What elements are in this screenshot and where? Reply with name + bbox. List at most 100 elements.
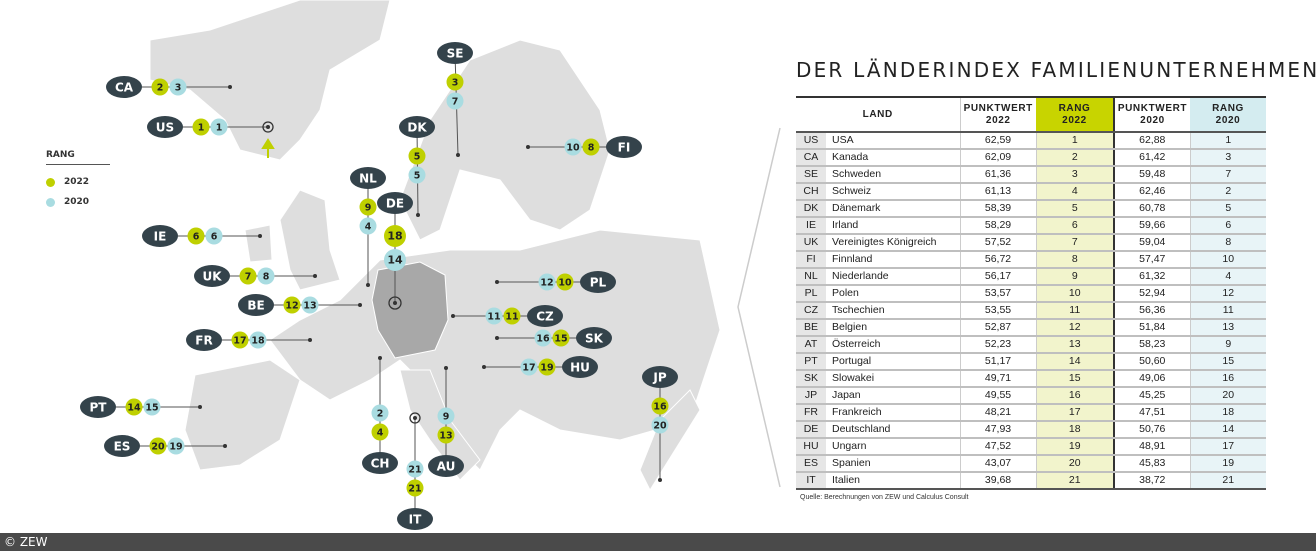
location-dot: [456, 153, 460, 157]
rank-circle-r2022: [371, 423, 389, 441]
location-dot: [416, 213, 420, 217]
score-2020: 48,91: [1113, 438, 1190, 456]
rank-label-r2022: 18: [387, 230, 402, 243]
rank-label-r2020: 9: [443, 412, 450, 423]
rank-label-r2022: 11: [505, 312, 518, 323]
score-2022: 62,09: [959, 149, 1036, 167]
col-year: 2022: [1062, 114, 1087, 126]
score-2022: 53,55: [959, 302, 1036, 320]
rank-circle-r2020: [249, 331, 267, 349]
score-2022: 61,13: [959, 183, 1036, 201]
score-2020: 50,60: [1113, 353, 1190, 371]
country-name: Tschechien: [826, 302, 960, 320]
score-2022: 49,71: [959, 370, 1036, 388]
country-code: AT: [796, 336, 826, 354]
rank-2020: 17: [1189, 438, 1266, 456]
location-dot: [444, 366, 448, 370]
map-land: [149, 0, 721, 492]
legend-label: 2020: [64, 197, 90, 207]
score-2022: 51,17: [959, 353, 1036, 371]
col-title: RANG: [1212, 102, 1244, 114]
rank-2022: 15: [1035, 370, 1114, 388]
rank-label-r2020: 13: [303, 301, 316, 312]
rank-label-r2022: 17: [233, 336, 246, 347]
rank-2020: 15: [1189, 353, 1266, 371]
country-code-label: IE: [154, 230, 167, 244]
table-row: DE Deutschland 47,93 18 50,76 14: [796, 421, 1266, 439]
country-pill: [437, 42, 473, 64]
country-pill: [350, 167, 386, 189]
rank-2020: 1: [1189, 132, 1266, 150]
rank-label-r2020: 6: [211, 232, 218, 243]
rank-circle-r2022: [239, 267, 257, 285]
rank-circle-r2020: [210, 118, 228, 136]
rank-circle-r2020: [257, 267, 275, 285]
location-dot: [526, 145, 530, 149]
table-row: NL Niederlande 56,17 9 61,32 4: [796, 268, 1266, 286]
rank-2022: 9: [1035, 268, 1114, 286]
rank-circle-r2020: [169, 78, 187, 96]
rank-label-r2022: 2: [157, 83, 164, 94]
country-code: DK: [796, 200, 826, 218]
table-row: SE Schweden 61,36 3 59,48 7: [796, 166, 1266, 184]
country-code: CZ: [796, 302, 826, 320]
rank-circle-r2020: [301, 296, 319, 314]
score-2020: 59,48: [1113, 166, 1190, 184]
score-2020: 58,23: [1113, 336, 1190, 354]
rank-2020: 3: [1189, 149, 1266, 167]
rank-circle-r2022: [283, 296, 301, 314]
location-dot: [482, 365, 486, 369]
rank-2022: 6: [1035, 217, 1114, 235]
country-name: Japan: [826, 387, 960, 405]
score-2022: 47,52: [959, 438, 1036, 456]
rank-circle-r2020: [371, 404, 389, 422]
col-year: 2020: [1140, 114, 1165, 126]
rank-2020: 18: [1189, 404, 1266, 422]
country-code-label: US: [156, 121, 174, 135]
rank-circle-r2022: [538, 358, 556, 376]
score-2020: 62,88: [1113, 132, 1190, 150]
rank-circle-r2020: [538, 273, 556, 291]
score-2020: 49,06: [1113, 370, 1190, 388]
country-pill: [580, 271, 616, 293]
rank-2022: 4: [1035, 183, 1114, 201]
table-row: CH Schweiz 61,13 4 62,46 2: [796, 183, 1266, 201]
country-code: HU: [796, 438, 826, 456]
rank-2020: 12: [1189, 285, 1266, 303]
rank-2020: 10: [1189, 251, 1266, 269]
rank-2022: 21: [1035, 472, 1114, 490]
rank-2020: 6: [1189, 217, 1266, 235]
score-2022: 47,93: [959, 421, 1036, 439]
country-pill: [397, 508, 433, 530]
rank-label-r2022: 5: [414, 152, 421, 163]
country-name: Italien: [826, 472, 960, 490]
germany-highlight: [371, 261, 449, 359]
country-code-label: AU: [437, 460, 456, 474]
score-2022: 58,29: [959, 217, 1036, 235]
rank-circle-r2020: [408, 166, 426, 184]
rank-circle-r2022: [408, 147, 426, 165]
col-title: RANG: [1058, 102, 1091, 114]
country-code-label: CA: [115, 81, 134, 95]
location-dot: [308, 338, 312, 342]
rank-2022: 14: [1035, 353, 1114, 371]
score-2020: 61,42: [1113, 149, 1190, 167]
col-land: LAND: [796, 96, 960, 133]
country-code-label: CH: [371, 457, 390, 471]
rank-2022: 18: [1035, 421, 1114, 439]
north-america: [149, 0, 391, 161]
score-2022: 48,21: [959, 404, 1036, 422]
table-row: CZ Tschechien 53,55 11 56,36 11: [796, 302, 1266, 320]
score-2022: 56,17: [959, 268, 1036, 286]
score-2022: 62,59: [959, 132, 1036, 150]
rank-circle-r2022: [192, 118, 210, 136]
country-name: Deutschland: [826, 421, 960, 439]
country-code: ES: [796, 455, 826, 473]
rank-circle-r2022: [503, 307, 521, 325]
rank-label-r2022: 8: [588, 143, 595, 154]
rank-label-r2020: 15: [145, 403, 158, 414]
target-icon: [388, 296, 402, 310]
rank-label-r2020: 1: [216, 123, 223, 134]
country-code-label: FR: [195, 334, 212, 348]
rank-2020: 8: [1189, 234, 1266, 252]
